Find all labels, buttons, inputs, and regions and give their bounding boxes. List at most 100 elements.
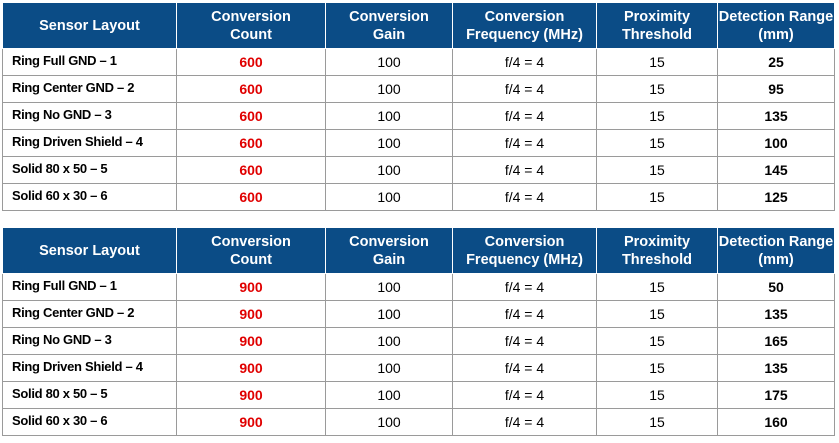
table-row: Ring Center GND – 2 900 100 f/4 = 4 15 1… — [2, 300, 835, 328]
table-row: Ring Full GND – 1 600 100 f/4 = 4 15 25 — [2, 48, 835, 76]
table-row: Ring Driven Shield – 4 900 100 f/4 = 4 1… — [2, 354, 835, 382]
cell-sensor-layout: Ring No GND – 3 — [2, 102, 177, 130]
cell-conversion-frequency: f/4 = 4 — [452, 156, 597, 184]
cell-conversion-gain: 100 — [325, 102, 453, 130]
cell-detection-range: 135 — [717, 300, 835, 328]
table-row: Ring No GND – 3 600 100 f/4 = 4 15 135 — [2, 102, 835, 130]
sensor-table-900: Sensor Layout Conversion Count Conversion… — [2, 227, 835, 436]
col-header-conversion-count: Conversion Count — [176, 227, 326, 274]
cell-proximity-threshold: 15 — [596, 381, 718, 409]
cell-proximity-threshold: 15 — [596, 327, 718, 355]
header-row: Sensor Layout Conversion Count Conversion… — [2, 227, 835, 274]
table-row: Solid 80 x 50 – 5 600 100 f/4 = 4 15 145 — [2, 156, 835, 184]
table-row: Solid 80 x 50 – 5 900 100 f/4 = 4 15 175 — [2, 381, 835, 409]
cell-sensor-layout: Solid 80 x 50 – 5 — [2, 381, 177, 409]
cell-detection-range: 135 — [717, 354, 835, 382]
col-header-conversion-count: Conversion Count — [176, 2, 326, 49]
cell-detection-range: 145 — [717, 156, 835, 184]
cell-conversion-frequency: f/4 = 4 — [452, 408, 597, 436]
cell-proximity-threshold: 15 — [596, 354, 718, 382]
cell-conversion-frequency: f/4 = 4 — [452, 129, 597, 157]
cell-conversion-count: 900 — [176, 327, 326, 355]
table-row: Ring Full GND – 1 900 100 f/4 = 4 15 50 — [2, 273, 835, 301]
cell-detection-range: 50 — [717, 273, 835, 301]
cell-sensor-layout: Ring Center GND – 2 — [2, 75, 177, 103]
col-header-conversion-gain: Conversion Gain — [325, 2, 453, 49]
cell-sensor-layout: Ring Driven Shield – 4 — [2, 354, 177, 382]
cell-detection-range: 165 — [717, 327, 835, 355]
cell-conversion-count: 900 — [176, 408, 326, 436]
cell-conversion-gain: 100 — [325, 327, 453, 355]
cell-conversion-count: 900 — [176, 354, 326, 382]
cell-sensor-layout: Ring Full GND – 1 — [2, 48, 177, 76]
header-row: Sensor Layout Conversion Count Conversion… — [2, 2, 835, 49]
cell-conversion-gain: 100 — [325, 354, 453, 382]
cell-conversion-gain: 100 — [325, 156, 453, 184]
col-header-sensor-layout: Sensor Layout — [2, 2, 177, 49]
cell-conversion-count: 600 — [176, 183, 326, 211]
cell-conversion-gain: 100 — [325, 408, 453, 436]
cell-conversion-frequency: f/4 = 4 — [452, 381, 597, 409]
cell-proximity-threshold: 15 — [596, 48, 718, 76]
cell-conversion-frequency: f/4 = 4 — [452, 300, 597, 328]
cell-conversion-count: 600 — [176, 48, 326, 76]
cell-sensor-layout: Solid 60 x 30 – 6 — [2, 183, 177, 211]
cell-proximity-threshold: 15 — [596, 183, 718, 211]
table-row: Ring No GND – 3 900 100 f/4 = 4 15 165 — [2, 327, 835, 355]
col-header-conversion-frequency: Conversion Frequency (MHz) — [452, 2, 597, 49]
cell-conversion-gain: 100 — [325, 48, 453, 76]
cell-conversion-frequency: f/4 = 4 — [452, 183, 597, 211]
cell-conversion-frequency: f/4 = 4 — [452, 75, 597, 103]
cell-proximity-threshold: 15 — [596, 408, 718, 436]
cell-proximity-threshold: 15 — [596, 129, 718, 157]
cell-conversion-frequency: f/4 = 4 — [452, 273, 597, 301]
cell-proximity-threshold: 15 — [596, 273, 718, 301]
cell-detection-range: 25 — [717, 48, 835, 76]
col-header-proximity-threshold: Proximity Threshold — [596, 227, 718, 274]
cell-conversion-frequency: f/4 = 4 — [452, 48, 597, 76]
table-row: Ring Driven Shield – 4 600 100 f/4 = 4 1… — [2, 129, 835, 157]
col-header-conversion-gain: Conversion Gain — [325, 227, 453, 274]
cell-detection-range: 160 — [717, 408, 835, 436]
cell-detection-range: 100 — [717, 129, 835, 157]
cell-proximity-threshold: 15 — [596, 75, 718, 103]
cell-sensor-layout: Solid 80 x 50 – 5 — [2, 156, 177, 184]
cell-conversion-frequency: f/4 = 4 — [452, 327, 597, 355]
cell-sensor-layout: Ring Driven Shield – 4 — [2, 129, 177, 157]
cell-detection-range: 175 — [717, 381, 835, 409]
cell-conversion-count: 900 — [176, 273, 326, 301]
sensor-table-600: Sensor Layout Conversion Count Conversion… — [2, 2, 835, 211]
cell-proximity-threshold: 15 — [596, 300, 718, 328]
cell-sensor-layout: Ring Full GND – 1 — [2, 273, 177, 301]
cell-sensor-layout: Ring Center GND – 2 — [2, 300, 177, 328]
cell-detection-range: 135 — [717, 102, 835, 130]
col-header-conversion-frequency: Conversion Frequency (MHz) — [452, 227, 597, 274]
cell-sensor-layout: Solid 60 x 30 – 6 — [2, 408, 177, 436]
cell-conversion-count: 600 — [176, 102, 326, 130]
col-header-detection-range: Detection Range (mm) — [717, 227, 835, 274]
cell-conversion-frequency: f/4 = 4 — [452, 102, 597, 130]
cell-conversion-count: 600 — [176, 75, 326, 103]
col-header-proximity-threshold: Proximity Threshold — [596, 2, 718, 49]
cell-sensor-layout: Ring No GND – 3 — [2, 327, 177, 355]
cell-proximity-threshold: 15 — [596, 102, 718, 130]
cell-conversion-gain: 100 — [325, 129, 453, 157]
col-header-detection-range: Detection Range (mm) — [717, 2, 835, 49]
col-header-sensor-layout: Sensor Layout — [2, 227, 177, 274]
cell-conversion-gain: 100 — [325, 75, 453, 103]
cell-conversion-gain: 100 — [325, 273, 453, 301]
cell-detection-range: 125 — [717, 183, 835, 211]
cell-conversion-gain: 100 — [325, 183, 453, 211]
cell-conversion-count: 900 — [176, 381, 326, 409]
cell-conversion-count: 600 — [176, 129, 326, 157]
table-row: Solid 60 x 30 – 6 900 100 f/4 = 4 15 160 — [2, 408, 835, 436]
cell-proximity-threshold: 15 — [596, 156, 718, 184]
cell-conversion-count: 900 — [176, 300, 326, 328]
cell-conversion-frequency: f/4 = 4 — [452, 354, 597, 382]
cell-conversion-gain: 100 — [325, 300, 453, 328]
table-row: Solid 60 x 30 – 6 600 100 f/4 = 4 15 125 — [2, 183, 835, 211]
cell-conversion-count: 600 — [176, 156, 326, 184]
cell-conversion-gain: 100 — [325, 381, 453, 409]
table-row: Ring Center GND – 2 600 100 f/4 = 4 15 9… — [2, 75, 835, 103]
cell-detection-range: 95 — [717, 75, 835, 103]
